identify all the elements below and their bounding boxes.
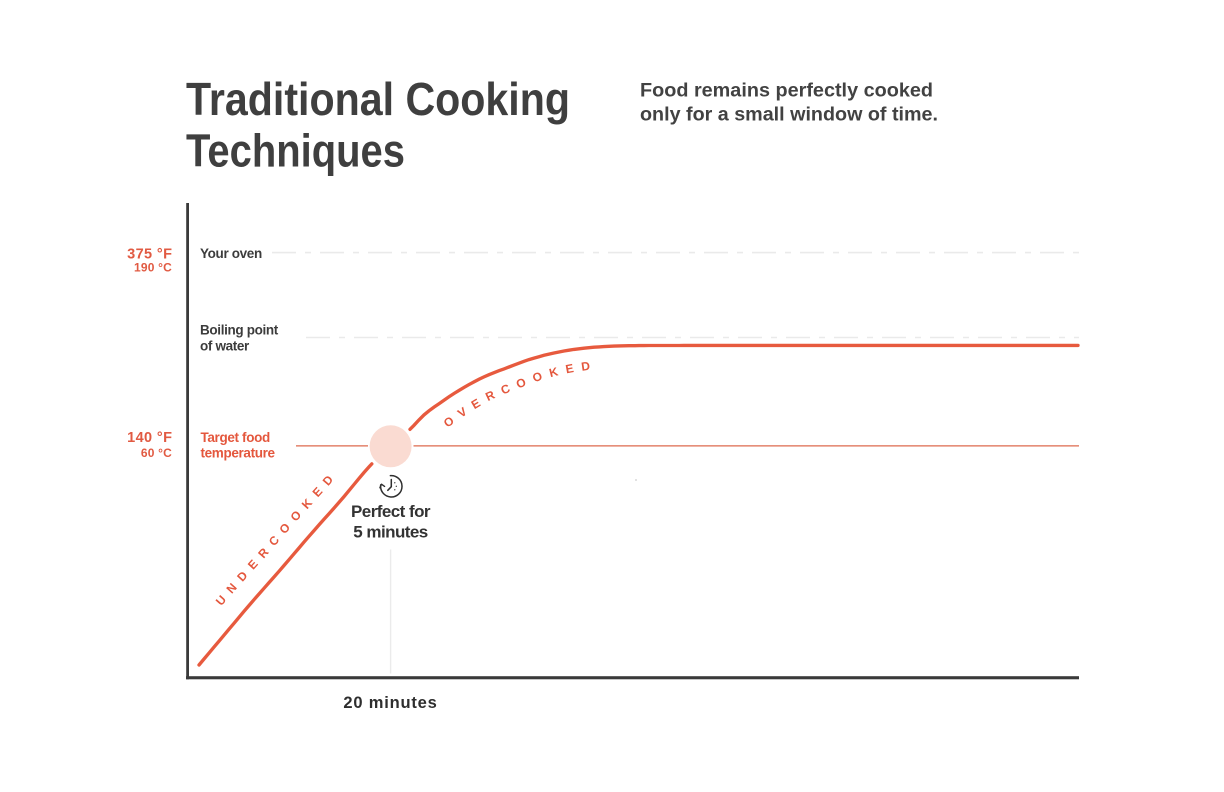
svg-text:Target food: Target food [201, 430, 270, 445]
svg-text:375 °F: 375 °F [127, 246, 172, 262]
svg-text:60 °C: 60 °C [141, 446, 172, 460]
svg-text:Traditional Cooking: Traditional Cooking [186, 73, 570, 125]
svg-text:temperature: temperature [201, 446, 276, 461]
svg-text:UNDERCOOKED: UNDERCOOKED [213, 467, 341, 608]
svg-text:only for a small window of tim: only for a small window of time. [640, 104, 938, 126]
svg-text:of water: of water [200, 339, 250, 354]
svg-text:Perfect for: Perfect for [351, 502, 431, 521]
svg-text:190 °C: 190 °C [134, 261, 172, 275]
svg-text:Your oven: Your oven [200, 246, 262, 261]
svg-text:5 minutes: 5 minutes [353, 522, 428, 541]
svg-text:140 °F: 140 °F [127, 430, 172, 446]
svg-text:Techniques: Techniques [186, 124, 405, 176]
svg-text:Boiling point: Boiling point [200, 323, 279, 338]
svg-text:Food remains perfectly cooked: Food remains perfectly cooked [640, 80, 933, 102]
svg-text:20 minutes: 20 minutes [343, 694, 437, 712]
svg-text:OVERCOOKED: OVERCOOKED [441, 358, 599, 431]
